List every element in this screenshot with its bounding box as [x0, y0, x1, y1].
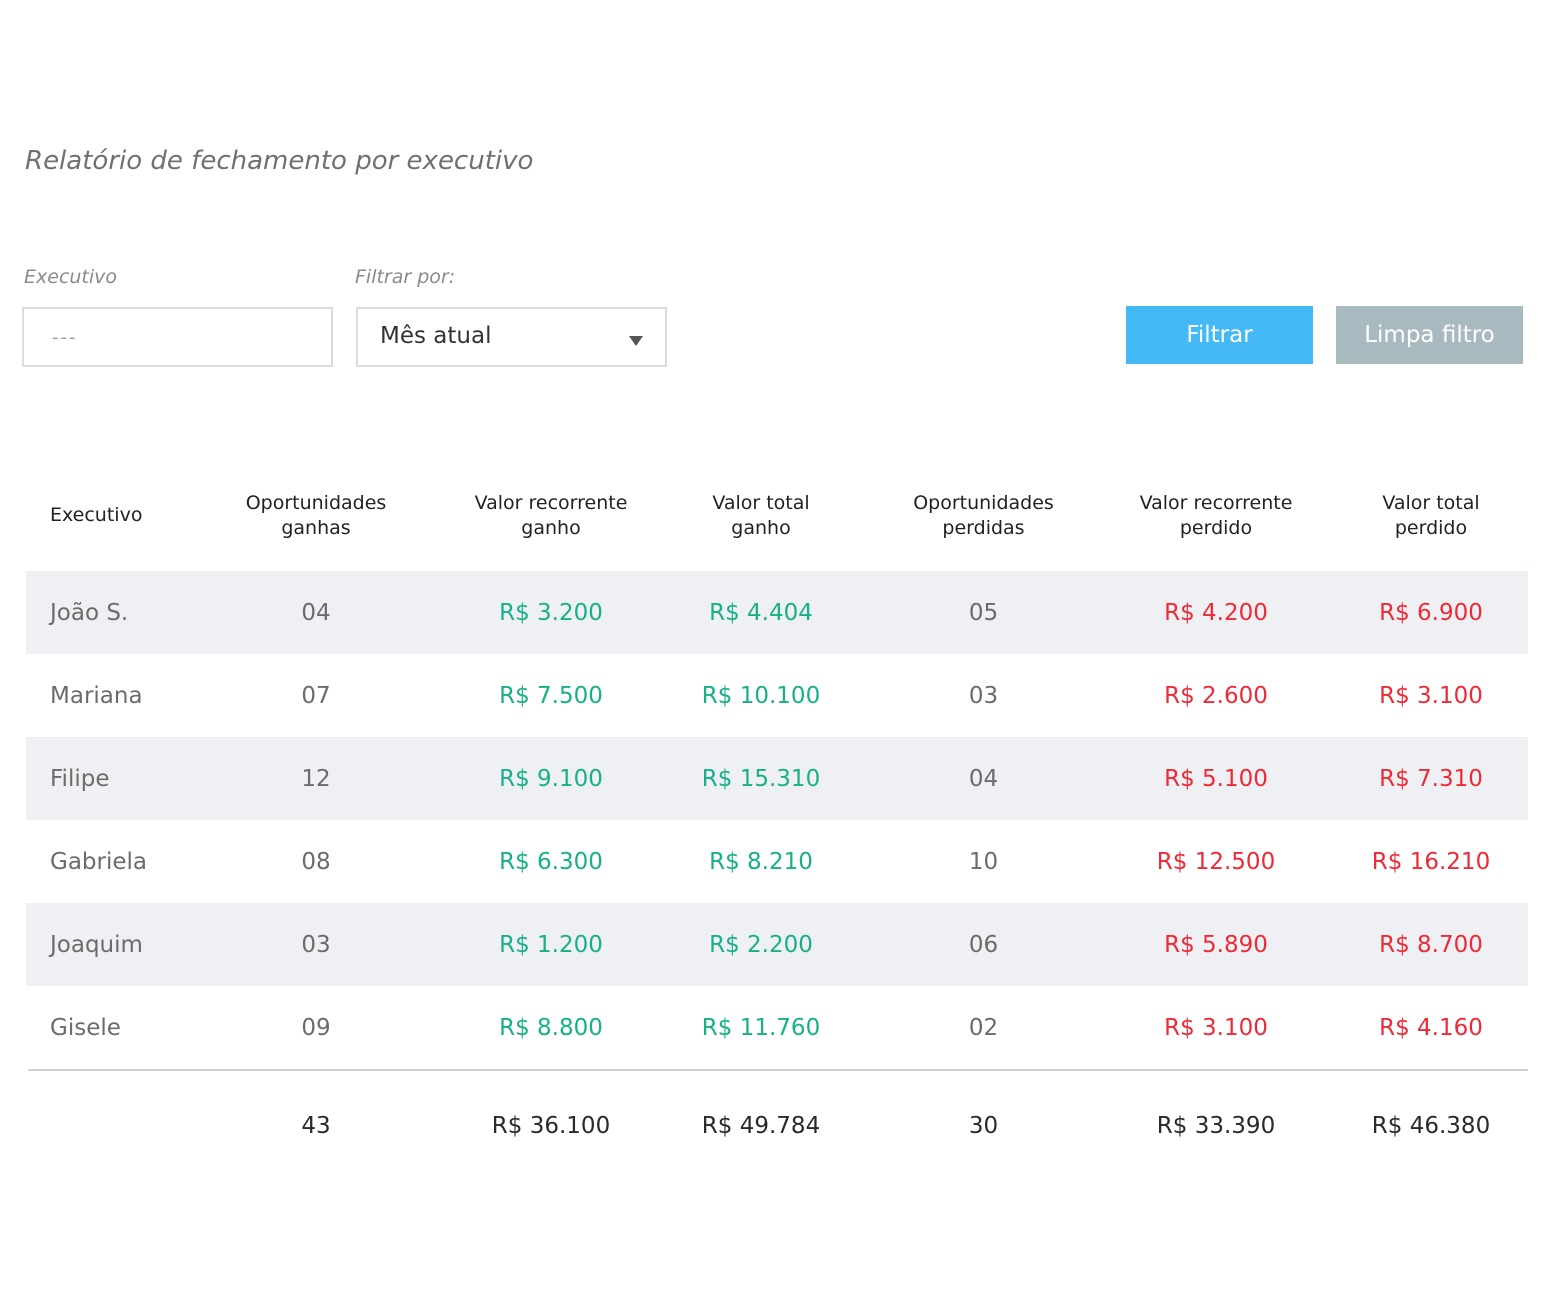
period-filter-label: Filtrar por: — [355, 266, 456, 288]
executive-input-box — [22, 307, 333, 367]
header-lost-opportunities: Oportunidades perdidas — [913, 491, 1054, 539]
cell-total-won: R$ 11.760 — [701, 1014, 821, 1041]
cell-lost-opportunities: 02 — [968, 1014, 999, 1041]
cell-recurring-lost: R$ 2.600 — [1164, 682, 1268, 709]
cell-executive-name: Gisele — [50, 1014, 121, 1041]
cell-total-lost: R$ 3.100 — [1379, 682, 1483, 709]
cell-total-lost: R$ 4.160 — [1379, 1014, 1483, 1041]
clear-filter-button[interactable]: Limpa filtro — [1336, 306, 1523, 364]
cell-recurring-won: R$ 7.500 — [499, 682, 603, 709]
cell-total-won: R$ 2.200 — [709, 931, 813, 958]
table-row: Gabriela 08 R$ 6.300 R$ 8.210 10 R$ 12.500 R$ … — [26, 820, 1528, 903]
cell-executive-name: Mariana — [50, 682, 143, 709]
filter-button[interactable]: Filtrar — [1126, 306, 1313, 364]
table-row: Filipe 12 R$ 9.100 R$ 15.310 04 R$ 5.100 R$ 7.… — [26, 737, 1528, 820]
cell-total-won: R$ 8.210 — [709, 848, 813, 875]
cell-recurring-lost: R$ 5.100 — [1164, 765, 1268, 792]
cell-won-opportunities: 09 — [301, 1014, 331, 1041]
header-total-lost: Valor total perdido — [1382, 491, 1480, 539]
cell-recurring-won: R$ 1.200 — [499, 931, 603, 958]
total-recurring-won: R$ 36.100 — [491, 1113, 611, 1139]
cell-lost-opportunities: 05 — [968, 599, 999, 626]
cell-won-opportunities: 12 — [301, 765, 331, 792]
table-row: Mariana 07 R$ 7.500 R$ 10.100 03 R$ 2.600 R$ 3… — [26, 654, 1528, 737]
total-total-won: R$ 49.784 — [701, 1113, 821, 1139]
cell-total-lost: R$ 7.310 — [1379, 765, 1483, 792]
table-header: Executivo Oportunidades ganhas Valor recorr… — [26, 460, 1528, 571]
total-total-lost: R$ 46.380 — [1371, 1113, 1491, 1139]
cell-won-opportunities: 03 — [301, 931, 331, 958]
total-recurring-lost: R$ 33.390 — [1156, 1113, 1276, 1139]
cell-executive-name: Gabriela — [50, 848, 147, 875]
cell-lost-opportunities: 06 — [968, 931, 999, 958]
cell-lost-opportunities: 10 — [968, 848, 999, 875]
cell-recurring-won: R$ 3.200 — [499, 599, 603, 626]
totals-divider — [28, 1069, 1528, 1071]
executive-input[interactable] — [24, 309, 331, 365]
table-row: Gisele 09 R$ 8.800 R$ 11.760 02 R$ 3.100 R$ 4.… — [26, 986, 1528, 1069]
cell-won-opportunities: 08 — [301, 848, 331, 875]
closing-report-table: Executivo Oportunidades ganhas Valor recorr… — [26, 460, 1528, 1181]
total-lost-opportunities: 30 — [968, 1113, 999, 1139]
total-won-opportunities: 43 — [301, 1113, 331, 1139]
header-total-won: Valor total ganho — [712, 491, 810, 539]
period-select[interactable]: Mês atual — [356, 307, 667, 367]
cell-recurring-lost: R$ 3.100 — [1164, 1014, 1268, 1041]
cell-recurring-lost: R$ 4.200 — [1164, 599, 1268, 626]
table-body: João S. 04 R$ 3.200 R$ 4.404 05 R$ 4.200 R$ 6.… — [26, 571, 1528, 1069]
page-title: Relatório de fechamento por executivo — [25, 146, 534, 176]
cell-lost-opportunities: 03 — [968, 682, 999, 709]
cell-recurring-lost: R$ 5.890 — [1164, 931, 1268, 958]
cell-executive-name: João S. — [50, 599, 129, 626]
cell-won-opportunities: 07 — [301, 682, 331, 709]
chevron-down-icon — [629, 336, 643, 346]
cell-recurring-won: R$ 9.100 — [499, 765, 603, 792]
cell-total-won: R$ 4.404 — [709, 599, 813, 626]
header-won-opportunities: Oportunidades ganhas — [245, 491, 387, 539]
cell-total-lost: R$ 16.210 — [1371, 848, 1491, 875]
cell-total-lost: R$ 6.900 — [1379, 599, 1483, 626]
cell-total-lost: R$ 8.700 — [1379, 931, 1483, 958]
cell-won-opportunities: 04 — [301, 599, 331, 626]
table-row: João S. 04 R$ 3.200 R$ 4.404 05 R$ 4.200 R$ 6.… — [26, 571, 1528, 654]
cell-recurring-won: R$ 8.800 — [499, 1014, 603, 1041]
totals-row: 43 R$ 36.100 R$ 49.784 30 R$ 33.390 R$ 46.380 — [26, 1071, 1528, 1181]
header-recurring-won: Valor recorrente ganho — [474, 491, 628, 539]
cell-lost-opportunities: 04 — [968, 765, 999, 792]
period-select-value: Mês atual — [380, 323, 492, 349]
cell-total-won: R$ 15.310 — [701, 765, 821, 792]
header-recurring-lost: Valor recorrente perdido — [1139, 491, 1293, 539]
cell-total-won: R$ 10.100 — [701, 682, 821, 709]
cell-recurring-won: R$ 6.300 — [499, 848, 603, 875]
executive-field-label: Executivo — [24, 266, 118, 288]
cell-executive-name: Joaquim — [50, 931, 143, 958]
cell-executive-name: Filipe — [50, 765, 110, 792]
cell-recurring-lost: R$ 12.500 — [1156, 848, 1276, 875]
header-executive: Executivo — [50, 504, 143, 526]
table-row: Joaquim 03 R$ 1.200 R$ 2.200 06 R$ 5.890 R$ 8.… — [26, 903, 1528, 986]
total-executive-name — [50, 1071, 240, 1181]
